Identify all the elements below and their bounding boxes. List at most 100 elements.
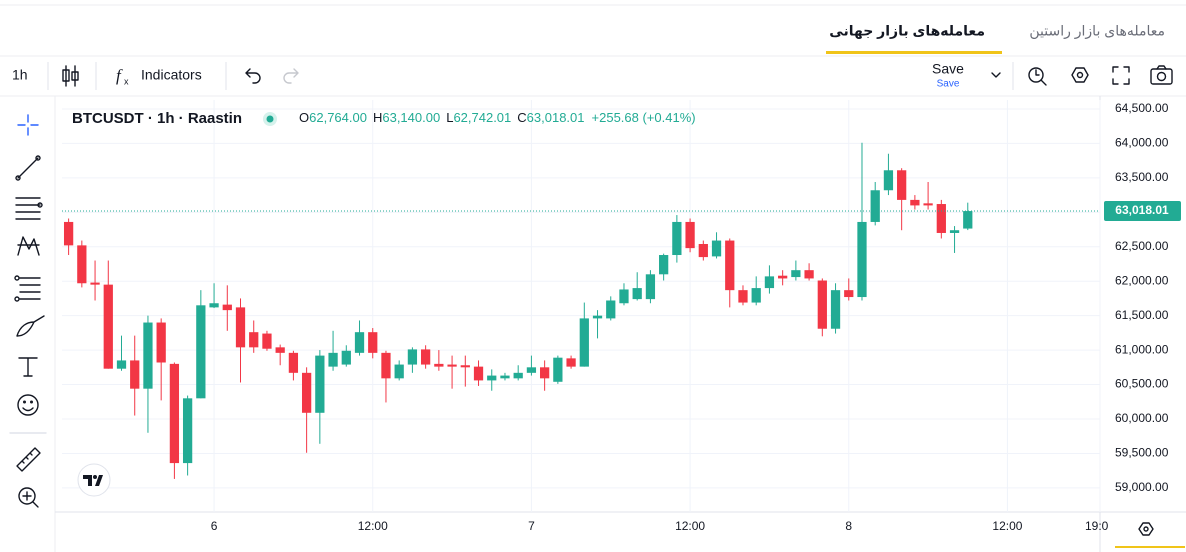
candle-type-icon[interactable]	[62, 65, 79, 87]
ohlc-key: H	[373, 110, 382, 125]
candle-body	[526, 367, 537, 373]
candle-body	[90, 282, 100, 285]
x-tick-label: 19:00	[1085, 519, 1115, 533]
y-tick-label: 61,500.00	[1115, 308, 1169, 322]
ohlc-value: 63,018.01	[527, 110, 585, 125]
indicators-button[interactable]: Indicators	[141, 67, 202, 83]
candle-body	[315, 355, 325, 413]
text-tool[interactable]	[18, 357, 38, 377]
y-tick-label: 64,000.00	[1115, 136, 1169, 150]
candle-body	[434, 363, 444, 367]
candle-body	[103, 284, 113, 369]
candle-body	[460, 365, 470, 368]
candle-body	[830, 290, 841, 329]
candle-body	[949, 230, 960, 233]
axis-settings[interactable]	[1138, 522, 1154, 536]
crosshair-tool[interactable]	[17, 114, 39, 136]
candle-body	[764, 276, 775, 289]
candle-body	[725, 240, 735, 291]
interval-button[interactable]: 1h	[12, 67, 28, 83]
screenshot-icon[interactable]	[1150, 65, 1173, 85]
ohlc-key: C	[517, 110, 526, 125]
candle-body	[301, 372, 312, 413]
tab[interactable]: معامله‌های بازار راستین	[1029, 23, 1165, 40]
x-tick-label: 12:00	[358, 519, 388, 533]
candle-body	[711, 240, 722, 257]
ruler-tool[interactable]	[16, 447, 41, 472]
channel-tool[interactable]	[15, 197, 43, 220]
ohlc-key: L	[446, 110, 453, 125]
fx-icon[interactable]: f	[116, 66, 123, 85]
candle-body	[540, 367, 550, 379]
fx-icon[interactable]: x	[124, 76, 129, 86]
candle-body	[566, 358, 576, 367]
candle-body	[77, 245, 87, 284]
x-tick-label: 8	[845, 519, 852, 533]
candle-body	[513, 372, 523, 379]
save-button[interactable]: Save	[932, 61, 964, 77]
y-tick-label: 59,000.00	[1115, 480, 1169, 494]
save-menu[interactable]	[991, 72, 1001, 78]
candle-body	[487, 375, 497, 381]
candle-body	[275, 347, 285, 353]
y-tick-label: 59,500.00	[1115, 446, 1169, 460]
emoji-tool[interactable]	[17, 394, 39, 416]
candle-body	[209, 303, 219, 308]
candle-body	[698, 243, 708, 258]
candle-body	[407, 349, 418, 365]
tab-active[interactable]: معامله‌های بازار جهانی	[829, 23, 985, 40]
candle-body	[553, 357, 563, 382]
candle-body	[130, 360, 140, 389]
candle-body	[473, 366, 484, 381]
candle-body	[249, 332, 259, 348]
time-axis: 6 12:00 7 12:00 8 12:00 19:00	[211, 519, 1115, 533]
candle-body	[421, 349, 431, 365]
x-tick-label: 6	[211, 519, 218, 533]
zoom-tool[interactable]	[18, 487, 39, 508]
alert-icon[interactable]	[1028, 67, 1047, 86]
candle-body	[156, 322, 166, 363]
pattern-tool[interactable]	[17, 236, 40, 256]
candle-body	[632, 288, 642, 300]
x-tick-label: 12:00	[675, 519, 705, 533]
candle-body	[579, 318, 589, 367]
candles	[62, 142, 1100, 479]
candle-body	[169, 363, 180, 464]
y-tick-label: 62,000.00	[1115, 273, 1169, 287]
axis-settings[interactable]	[1143, 526, 1149, 532]
candle-body	[870, 190, 880, 222]
y-tick-label: 63,500.00	[1115, 170, 1169, 184]
brush-tool[interactable]	[16, 315, 45, 337]
line-tool[interactable]	[15, 155, 41, 181]
ohlc-value: 63,140.00	[382, 110, 440, 125]
y-tick-label: 62,500.00	[1115, 239, 1169, 253]
candle-body	[778, 275, 788, 279]
fullscreen-icon[interactable]	[1112, 66, 1130, 85]
y-tick-label: 60,500.00	[1115, 377, 1169, 391]
redo[interactable]	[283, 68, 299, 84]
candle-body	[685, 221, 695, 249]
candle-body	[354, 332, 365, 353]
fib-tool[interactable]	[14, 275, 41, 302]
candle-body	[844, 290, 854, 298]
candle-body	[936, 204, 946, 233]
ohlc-key: O	[299, 110, 309, 125]
y-tick-label: 60,000.00	[1115, 411, 1169, 425]
settings-icon[interactable]	[1076, 71, 1084, 79]
candle-body	[923, 203, 933, 206]
candle-body	[817, 280, 827, 329]
undo[interactable]	[245, 68, 261, 84]
candle-body	[606, 300, 616, 319]
candle-body	[288, 352, 299, 373]
candle-body	[235, 307, 246, 348]
change: +255.68 (+0.41%)	[592, 110, 696, 125]
candle-body	[262, 333, 272, 349]
settings-icon[interactable]	[1071, 67, 1089, 83]
candle-body	[63, 221, 74, 246]
logo	[77, 463, 111, 497]
ohlc-value: 62,742.01	[453, 110, 511, 125]
candle-body	[196, 305, 206, 399]
y-tick-label: 64,500.00	[1115, 101, 1169, 115]
candle-body	[592, 315, 603, 319]
